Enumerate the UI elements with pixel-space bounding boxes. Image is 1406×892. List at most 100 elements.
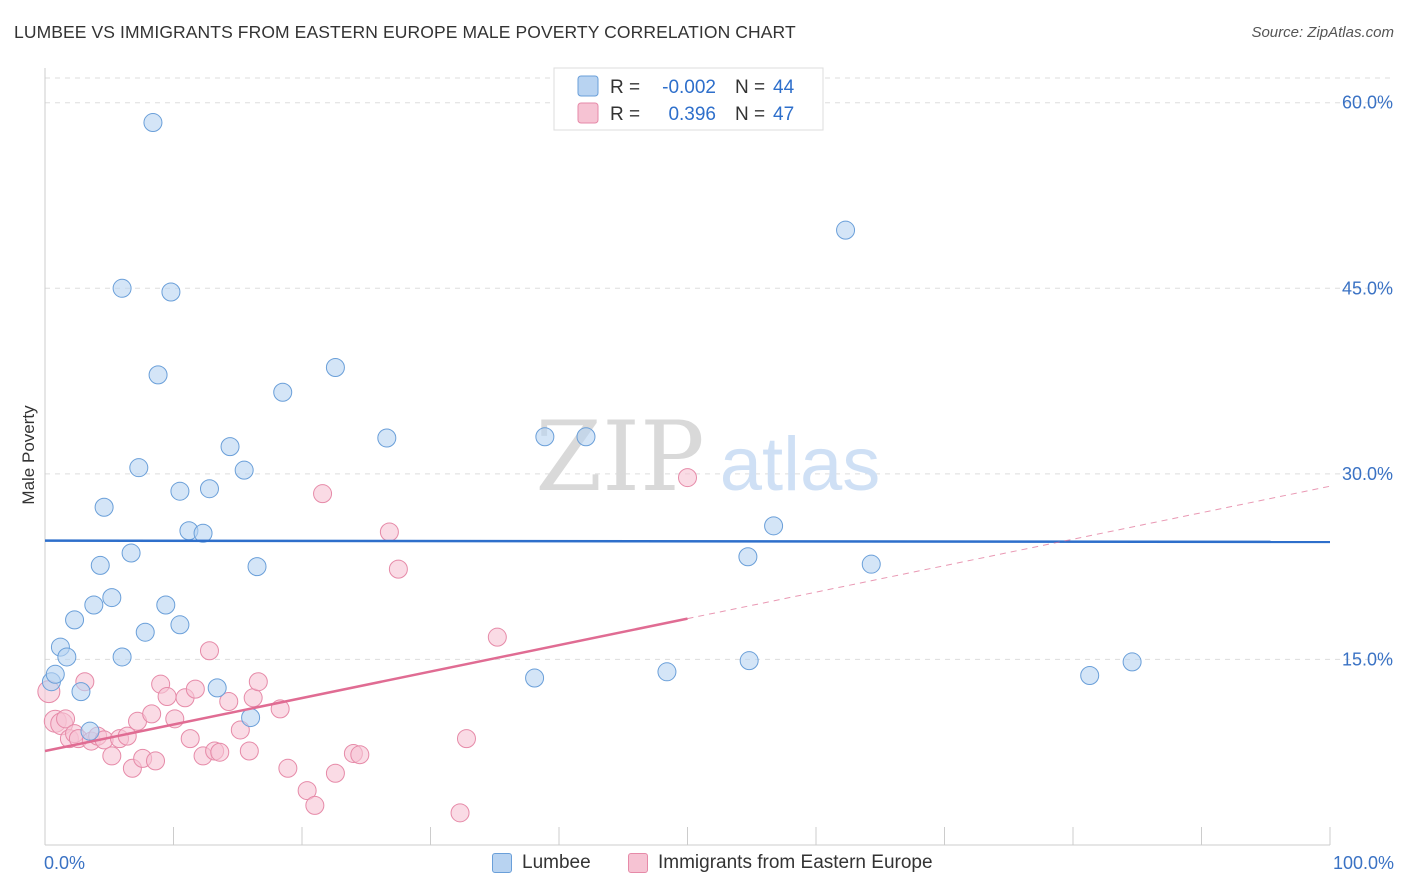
point-lumbee <box>234 460 254 480</box>
axes <box>44 68 1331 846</box>
point-lumbee <box>273 382 293 402</box>
chart-title: LUMBEE VS IMMIGRANTS FROM EASTERN EUROPE… <box>14 22 796 42</box>
point-lumbee <box>377 428 397 448</box>
point-lumbee <box>861 554 881 574</box>
legend-item-immigrants: Immigrants from Eastern Europe <box>628 852 933 874</box>
point-lumbee <box>112 278 132 298</box>
y-tick-label: 45.0% <box>1342 278 1393 298</box>
point-lumbee <box>207 678 227 698</box>
point-immigrants <box>379 522 399 542</box>
point-lumbee <box>170 615 190 635</box>
point-lumbee <box>148 365 168 385</box>
point-immigrants <box>210 742 230 762</box>
point-immigrants <box>146 751 166 771</box>
point-immigrants <box>678 468 697 488</box>
point-lumbee <box>65 610 85 630</box>
point-immigrants <box>185 679 205 699</box>
y-tick-labels: 15.0% 30.0% 45.0% 60.0% <box>1342 93 1393 670</box>
point-immigrants <box>297 781 317 801</box>
point-immigrants <box>243 688 263 708</box>
point-lumbee <box>193 523 213 543</box>
legend-item-lumbee: Lumbee <box>492 852 591 874</box>
y-axis-label: Male Poverty <box>19 405 38 505</box>
y-tick-label: 60.0% <box>1342 93 1393 113</box>
point-lumbee <box>156 595 176 615</box>
legend-r-value-1: -0.002 <box>662 77 716 98</box>
point-lumbee <box>84 595 104 615</box>
point-lumbee <box>247 557 267 577</box>
legend-r-value-2: 0.396 <box>668 104 716 125</box>
legend-top: R = -0.002 N = 44 R = 0.396 N = 47 <box>553 67 824 131</box>
legend-swatch-immigrants <box>577 102 599 124</box>
point-immigrants <box>388 559 408 579</box>
point-lumbee <box>739 651 759 671</box>
trend-line-immigrants <box>44 617 688 753</box>
point-immigrants <box>199 641 219 661</box>
legend-swatch-lumbee <box>577 75 599 97</box>
point-immigrants <box>102 746 122 766</box>
point-immigrants <box>487 627 507 647</box>
point-immigrants <box>325 763 345 783</box>
point-immigrants <box>248 672 268 692</box>
point-lumbee <box>738 547 758 567</box>
trend-lines <box>44 485 1331 753</box>
point-immigrants <box>456 729 476 749</box>
legend-top-box <box>553 67 824 131</box>
point-lumbee <box>535 427 555 447</box>
point-lumbee <box>325 357 345 377</box>
point-lumbee <box>57 647 77 667</box>
series-immigrants-eastern-europe <box>37 468 697 823</box>
legend-r-label-2: R = <box>610 104 640 125</box>
point-immigrants <box>305 795 325 815</box>
legend-label-lumbee: Lumbee <box>522 852 591 873</box>
legend-swatch-immigrants-bottom <box>628 853 648 873</box>
x-tick-label-min: 0.0% <box>44 853 85 873</box>
point-lumbee <box>525 668 545 688</box>
legend-label-immigrants: Immigrants from Eastern Europe <box>658 852 933 873</box>
y-tick-label: 15.0% <box>1342 649 1393 669</box>
watermark: ZIP atlas <box>535 401 880 513</box>
point-lumbee <box>102 588 122 608</box>
legend-n-value-2: 47 <box>773 104 794 125</box>
x-tick-label-max: 100.0% <box>1333 853 1394 873</box>
point-immigrants <box>142 704 162 724</box>
point-immigrants <box>219 691 239 711</box>
point-lumbee <box>836 220 856 240</box>
point-lumbee <box>45 664 65 684</box>
point-lumbee <box>220 437 240 457</box>
point-lumbee <box>135 622 155 642</box>
point-immigrants <box>350 745 370 765</box>
point-immigrants <box>56 709 76 729</box>
point-lumbee <box>1122 652 1142 672</box>
legend-n-label-2: N = <box>735 104 765 125</box>
point-lumbee <box>576 427 596 447</box>
legend-bottom: Lumbee Immigrants from Eastern Europe <box>0 852 1406 880</box>
point-lumbee <box>161 282 181 302</box>
point-lumbee <box>80 721 100 741</box>
point-immigrants <box>230 720 250 740</box>
point-immigrants <box>278 758 298 778</box>
grid-lines <box>45 77 1392 660</box>
watermark-atlas: atlas <box>720 422 881 507</box>
point-immigrants <box>180 729 200 749</box>
point-lumbee <box>90 555 110 575</box>
series-lumbee <box>41 113 1142 741</box>
point-immigrants <box>313 484 333 504</box>
point-lumbee <box>129 458 149 478</box>
legend-n-label-1: N = <box>735 77 765 98</box>
point-lumbee <box>71 682 91 702</box>
trend-line-lumbee <box>44 539 1331 544</box>
point-lumbee <box>121 543 141 563</box>
point-lumbee <box>199 479 219 499</box>
point-lumbee <box>764 516 784 536</box>
point-lumbee <box>1080 666 1100 686</box>
point-lumbee <box>94 497 114 517</box>
point-immigrants <box>239 741 259 761</box>
point-lumbee <box>170 481 190 501</box>
y-tick-label: 30.0% <box>1342 464 1393 484</box>
point-lumbee <box>143 113 163 133</box>
watermark-zip: ZIP <box>535 401 704 513</box>
point-lumbee <box>657 662 677 682</box>
point-lumbee <box>112 647 132 667</box>
